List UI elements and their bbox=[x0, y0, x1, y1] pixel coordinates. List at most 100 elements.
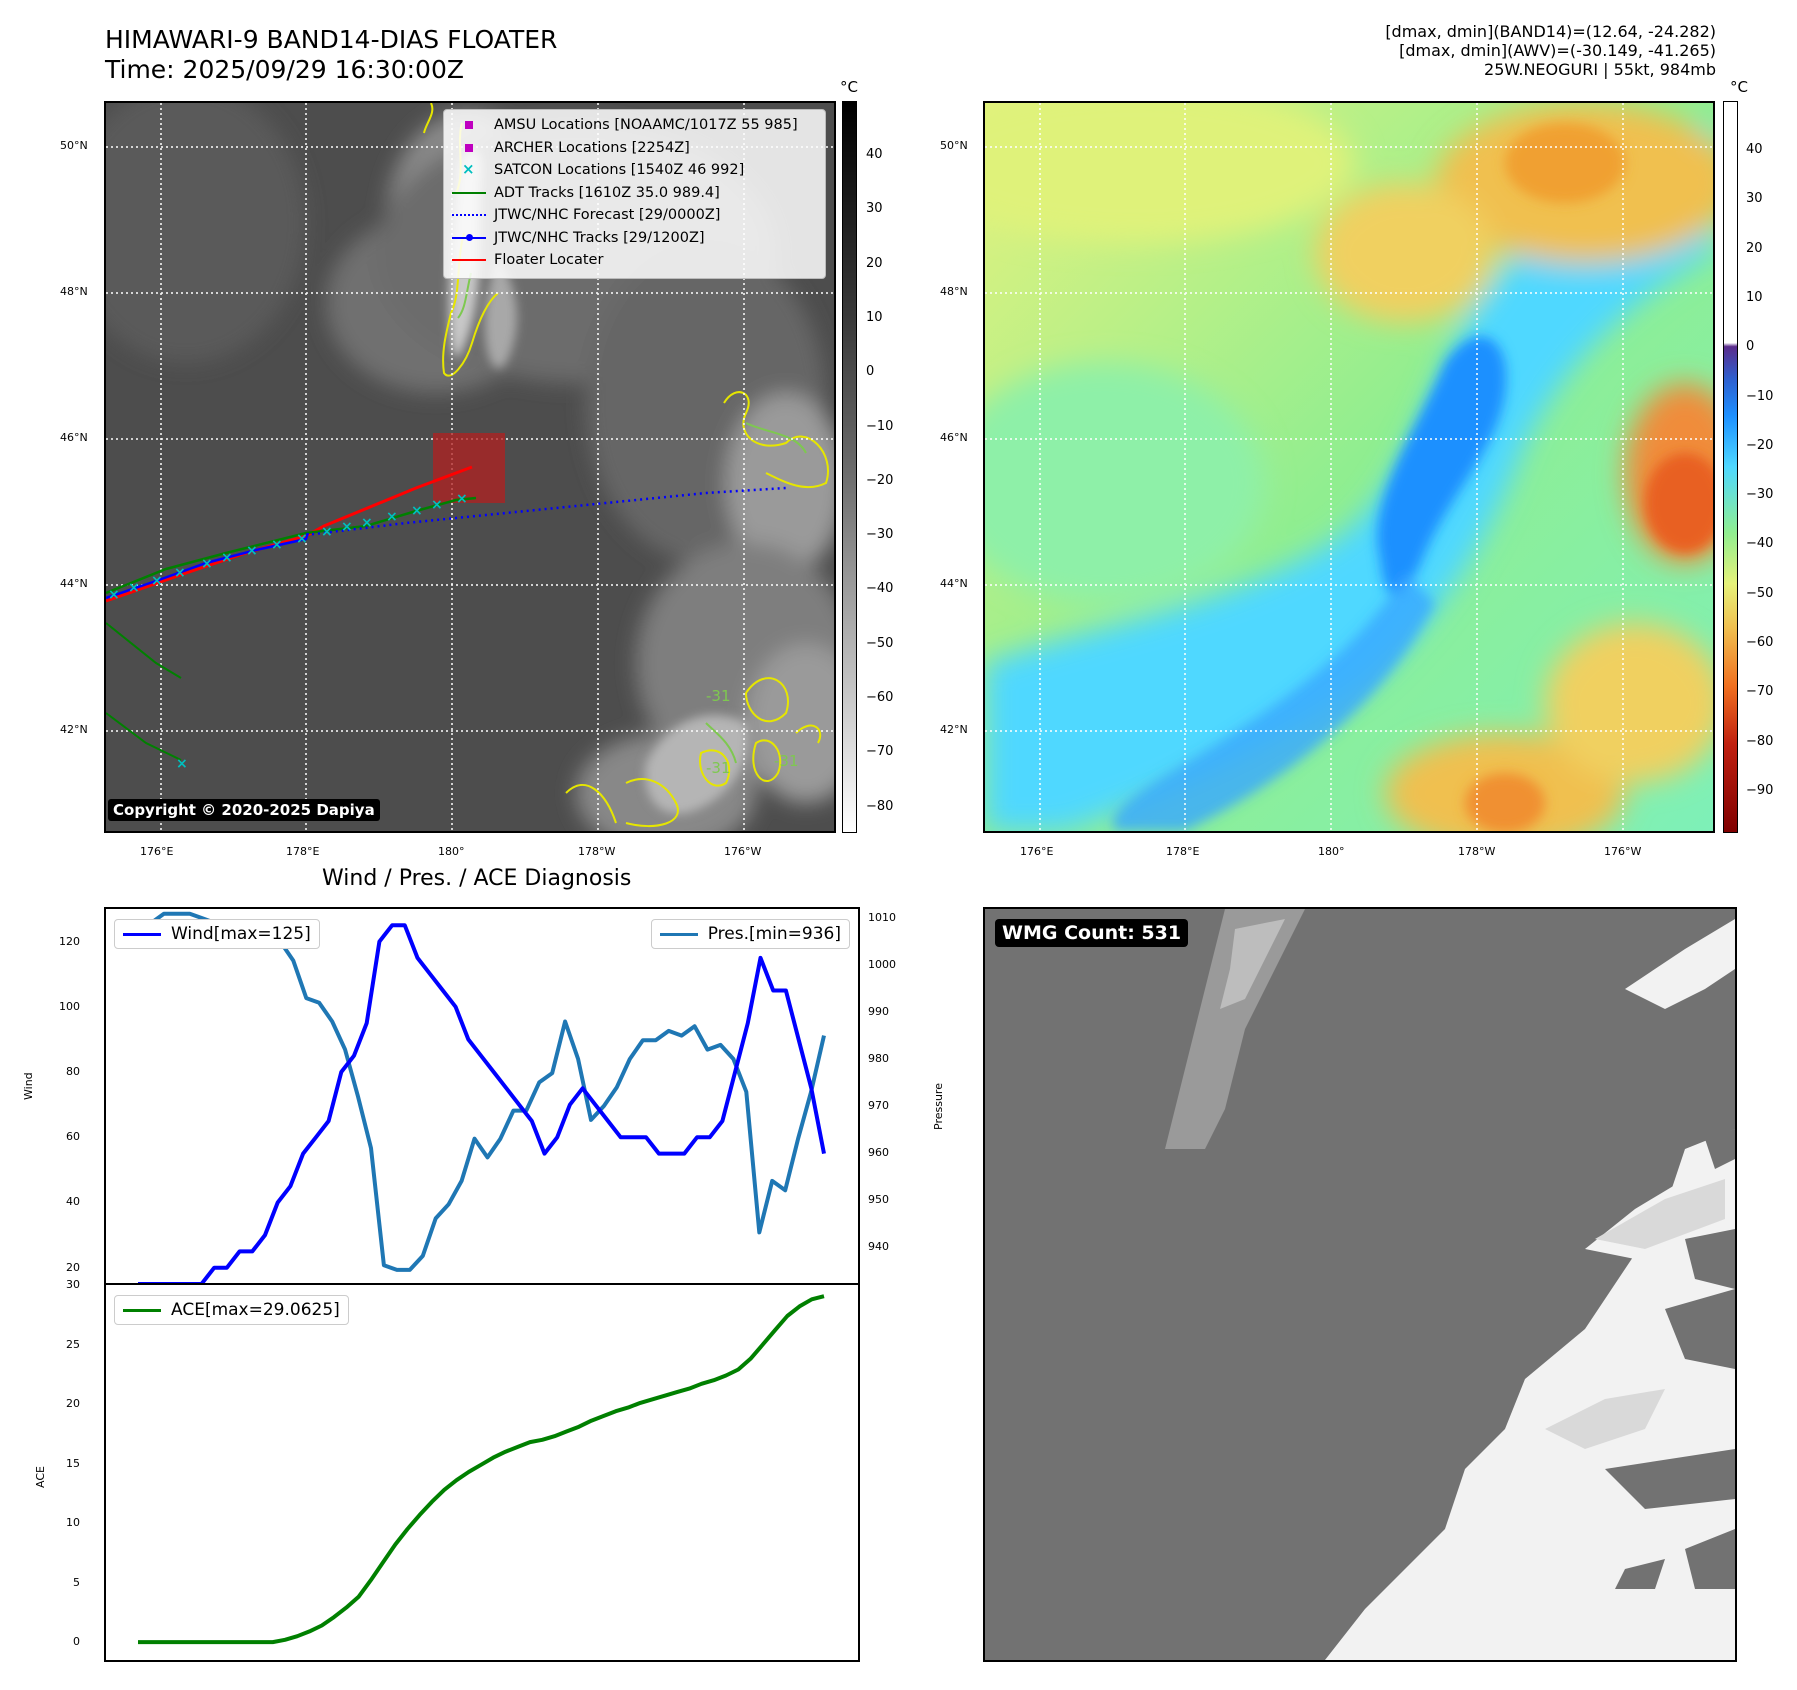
wind-pressure-chart[interactable]: Wind[max=125] Pres.[min=936] bbox=[104, 907, 860, 1285]
gray-colorbar-tick: −30 bbox=[866, 527, 894, 543]
ace-series-line bbox=[138, 1294, 825, 1645]
lon-label: 178°W bbox=[1458, 845, 1496, 858]
gray-colorbar-tick: −20 bbox=[866, 472, 894, 488]
wind-axis-tick: 120 bbox=[59, 934, 80, 948]
lat-label: 42°N bbox=[60, 723, 88, 736]
ace-axis-tick: 0 bbox=[73, 1635, 80, 1649]
contour-label-1: -31 bbox=[706, 687, 731, 705]
ace-axis-tick: 15 bbox=[66, 1456, 80, 1470]
ace-chart[interactable]: ACE[max=29.0625] bbox=[104, 1283, 860, 1662]
contour-label-3: -31 bbox=[774, 752, 799, 770]
gray-colorbar-tick: 30 bbox=[866, 201, 883, 217]
adt-track-south bbox=[106, 622, 182, 679]
wind-axis-tick: 60 bbox=[66, 1130, 80, 1144]
map-legend: AMSU Locations [NOAAMC/1017Z 55 985] ARC… bbox=[443, 109, 826, 279]
svg-text:×: × bbox=[201, 556, 213, 572]
wmg-gray-patch bbox=[1165, 909, 1305, 1149]
line-dot-icon bbox=[452, 230, 486, 246]
legend-item-amsu: AMSU Locations [NOAAMC/1017Z 55 985] bbox=[452, 114, 817, 137]
gray-colorbar-unit: °C bbox=[840, 78, 858, 96]
pressure-line-icon bbox=[659, 932, 698, 936]
wmg-canvas bbox=[985, 909, 1735, 1660]
gray-colorbar bbox=[842, 101, 857, 833]
storm-info: [dmax, dmin](BAND14)=(12.64, -24.282) [d… bbox=[1385, 22, 1716, 79]
lon-label: 176°W bbox=[1604, 845, 1642, 858]
figure-title: HIMAWARI-9 BAND14-DIAS FLOATER Time: 202… bbox=[105, 25, 557, 85]
lat-label: 46°N bbox=[60, 431, 88, 444]
svg-text:×: × bbox=[151, 573, 163, 589]
awv-colorbar-tick: 0 bbox=[1746, 339, 1755, 355]
legend-item-floater: Floater Locater bbox=[452, 249, 817, 272]
lat-label: 50°N bbox=[60, 139, 88, 152]
svg-text:×: × bbox=[174, 565, 186, 581]
lon-label: 176°E bbox=[140, 845, 174, 858]
svg-text:×: × bbox=[321, 524, 333, 540]
svg-text:×: × bbox=[108, 587, 120, 603]
gray-colorbar-tick: 0 bbox=[866, 364, 875, 380]
wmg-panel[interactable]: WMG Count: 531 bbox=[983, 907, 1737, 1662]
svg-text:×: × bbox=[271, 537, 283, 553]
wind-pressure-plot bbox=[138, 911, 826, 1284]
svg-text:×: × bbox=[296, 531, 308, 547]
copyright-badge: Copyright © 2020-2025 Dapiya bbox=[108, 799, 380, 821]
pressure-axis-tick: 970 bbox=[868, 1098, 889, 1112]
title-line-time: Time: 2025/09/29 16:30:00Z bbox=[105, 55, 464, 84]
legend-item-archer: ARCHER Locations [2254Z] bbox=[452, 137, 817, 160]
pressure-axis-tick: 1010 bbox=[868, 911, 896, 925]
wind-axis-tick: 20 bbox=[66, 1260, 80, 1274]
info-storm-name: 25W.NEOGURI | 55kt, 984mb bbox=[1484, 60, 1716, 79]
gray-colorbar-tick: −50 bbox=[866, 635, 894, 651]
pressure-axis-label: Pressure bbox=[932, 1083, 945, 1130]
awv-colorbar-tick: −30 bbox=[1746, 487, 1774, 503]
ace-axis-tick: 30 bbox=[66, 1278, 80, 1291]
awv-colorbar-tick: −60 bbox=[1746, 635, 1774, 650]
legend-item-adt: ADT Tracks [1610Z 35.0 989.4] bbox=[452, 182, 817, 205]
gray-colorbar-tick: 10 bbox=[866, 309, 883, 325]
awv-colorbar-tick: 10 bbox=[1746, 289, 1763, 305]
lon-label: 178°E bbox=[286, 845, 320, 858]
lat-label: 42°N bbox=[940, 723, 968, 736]
svg-text:×: × bbox=[456, 491, 468, 507]
awv-colorbar-tick: −90 bbox=[1746, 782, 1774, 798]
info-awv-range: [dmax, dmin](AWV)=(-30.149, -41.265) bbox=[1399, 41, 1716, 60]
band14-map[interactable]: × × × × × × × × × × × × × × × × × -31 -31 -31 AMSU L… bbox=[104, 101, 836, 833]
pressure-axis-tick: 1000 bbox=[868, 958, 896, 972]
wind-axis-tick: 40 bbox=[66, 1195, 80, 1209]
awv-map-canvas bbox=[985, 103, 1713, 831]
awv-colorbar-tick: −50 bbox=[1746, 585, 1774, 601]
x-marker-icon: × bbox=[462, 160, 475, 179]
awv-colorbar-tick: 40 bbox=[1746, 142, 1763, 157]
wind-series-line bbox=[138, 923, 826, 1284]
line-marker-icon bbox=[452, 185, 486, 201]
awv-colorbar-tick: 30 bbox=[1746, 191, 1763, 207]
awv-colorbar-tick: 20 bbox=[1746, 240, 1763, 256]
adt-track bbox=[106, 496, 477, 595]
pressure-axis-tick: 950 bbox=[868, 1192, 889, 1206]
legend-item-jtwc: JTWC/NHC Tracks [29/1200Z] bbox=[452, 227, 817, 250]
lon-label: 176°W bbox=[724, 845, 762, 858]
lon-label: 180° bbox=[1318, 845, 1345, 858]
awv-colorbar-tick: −70 bbox=[1746, 684, 1774, 700]
svg-text:×: × bbox=[221, 550, 233, 566]
svg-text:×: × bbox=[411, 503, 423, 519]
lat-label: 46°N bbox=[940, 431, 968, 444]
legend-item-satcon: × SATCON Locations [1540Z 46 992] bbox=[452, 159, 817, 182]
lat-label: 44°N bbox=[60, 577, 88, 590]
awv-colorbar-tick: −20 bbox=[1746, 437, 1774, 453]
jtwc-track[interactable] bbox=[106, 532, 310, 600]
awv-map[interactable] bbox=[983, 101, 1715, 833]
svg-text:×: × bbox=[386, 509, 398, 525]
gray-colorbar-tick: −40 bbox=[866, 581, 894, 597]
gray-colorbar-tick: −10 bbox=[866, 418, 894, 434]
pressure-axis-tick: 940 bbox=[868, 1239, 889, 1253]
forecast-track bbox=[305, 486, 787, 537]
ace-axis-tick: 20 bbox=[66, 1397, 80, 1411]
gray-colorbar-tick: 40 bbox=[866, 147, 883, 162]
square-marker-icon bbox=[452, 140, 486, 156]
gray-colorbar-tick: −70 bbox=[866, 744, 894, 760]
ace-axis-tick: 25 bbox=[66, 1337, 80, 1351]
lon-label: 176°E bbox=[1020, 845, 1054, 858]
lat-label: 48°N bbox=[60, 285, 88, 298]
gray-colorbar-tick: −60 bbox=[866, 690, 894, 705]
ace-line-icon bbox=[123, 1308, 161, 1312]
